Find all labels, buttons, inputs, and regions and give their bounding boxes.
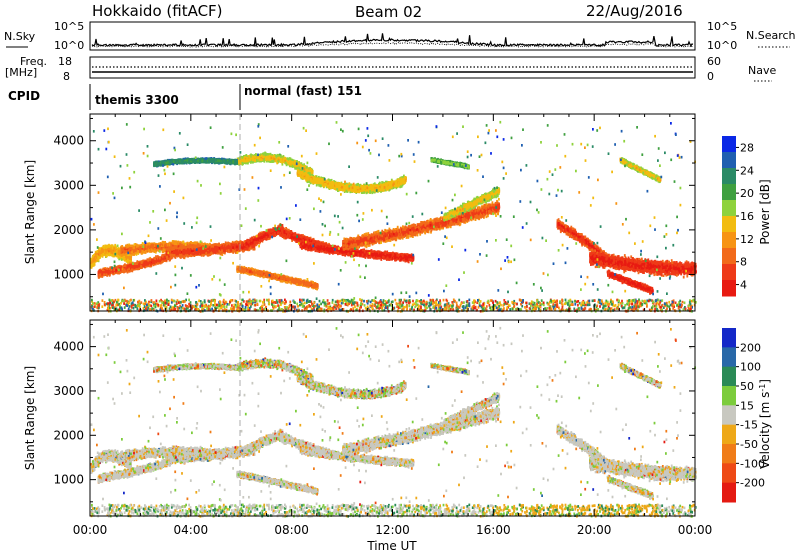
heatmap-cell bbox=[117, 245, 119, 248]
radar-summary-plot: Hokkaido (fitACF) Beam 02 22/Aug/2016 N.… bbox=[0, 0, 800, 554]
freq-right-tick-top: 60 bbox=[707, 55, 721, 68]
beam-title: Beam 02 bbox=[355, 3, 422, 21]
sky-right-tick-top: 10^5 bbox=[707, 20, 737, 33]
cpid-panel: CPID themis 3300 normal (fast) 151 bbox=[8, 84, 362, 110]
sky-left-tick-top: 10^5 bbox=[54, 20, 84, 33]
sky-label: N.Sky bbox=[4, 30, 36, 43]
nave-label: Nave bbox=[748, 64, 776, 77]
freq-label-line2: [MHz] bbox=[5, 66, 37, 79]
sky-right-tick-bottom: 10^0 bbox=[707, 39, 737, 52]
cpid-label: CPID bbox=[8, 89, 40, 103]
search-label: N.Search bbox=[746, 29, 796, 42]
sky-left-tick-bottom: 10^0 bbox=[54, 39, 84, 52]
date-title: 22/Aug/2016 bbox=[586, 2, 683, 20]
freq-left-tick-bottom: 8 bbox=[63, 70, 70, 83]
freq-right-tick-bottom: 0 bbox=[707, 70, 714, 83]
power-heatmap-cells bbox=[90, 121, 697, 313]
freq-panel: Freq. [MHz] 18 8 60 0 Nave bbox=[5, 55, 776, 83]
sky-noise-trace bbox=[92, 33, 693, 46]
sky-panel: N.Sky 10^5 10^0 10^5 10^0 N.Search bbox=[4, 20, 796, 52]
freq-left-tick-top: 18 bbox=[58, 55, 72, 68]
cpid-mode-themis: themis 3300 bbox=[95, 93, 179, 107]
station-title: Hokkaido (fitACF) bbox=[92, 2, 223, 20]
cpid-mode-normal-fast: normal (fast) 151 bbox=[244, 84, 362, 98]
